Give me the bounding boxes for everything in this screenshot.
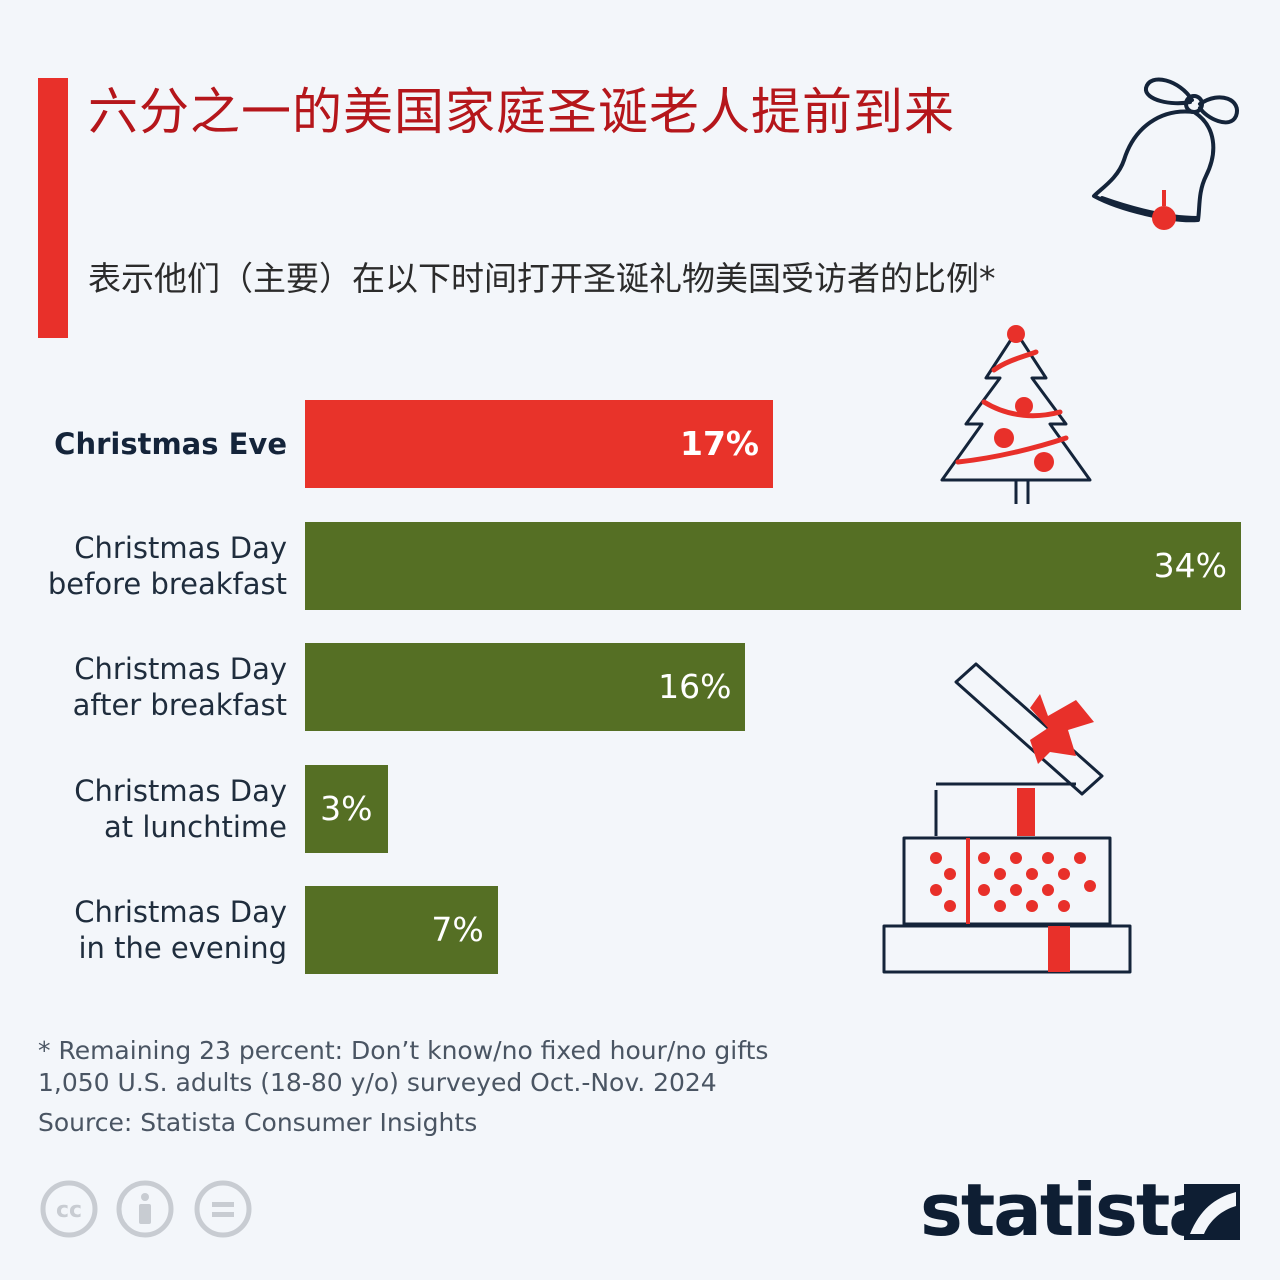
category-label: Christmas Day after breakfast [7,651,287,723]
category-label-line: before breakfast [47,566,287,601]
bar-value-label: 17% [680,424,759,463]
category-label-line: Christmas Day [74,773,287,808]
category-label: Christmas Day before breakfast [7,530,287,602]
bar [305,521,1241,610]
chart-subtitle: 表示他们（主要）在以下时间打开圣诞礼物美国受访者的比例* [88,259,996,298]
nd-icon[interactable] [194,1180,252,1238]
cc-icon[interactable]: cc [40,1180,98,1238]
category-label: Christmas Eve [7,426,287,462]
bar [305,643,746,731]
category-label-line: at lunchtime [103,809,287,844]
chart-title: 六分之一的美国家庭圣诞老人提前到来 [88,83,955,141]
category-label-line: Christmas Day [74,530,287,565]
category-label-line: after breakfast [72,688,287,722]
bar-value-label: 34% [1153,545,1227,585]
category-label: Christmas Day at lunchtime [7,773,287,845]
svg-text:cc: cc [56,1198,82,1223]
footnote-sample: 1,050 U.S. adults (18-80 y/o) surveyed O… [38,1068,717,1097]
accent-bar [38,78,68,338]
footnote-remaining: * Remaining 23 percent: Don’t know/no fi… [38,1036,769,1065]
category-label: Christmas Day in the evening [7,894,287,966]
footnote-source: Source: Statista Consumer Insights [38,1108,478,1137]
category-label-line: Christmas Eve [54,427,287,461]
bar-value-label: 16% [658,667,732,706]
statista-logo-mark [1184,1184,1240,1240]
statista-logo: statista [920,1168,1217,1252]
category-label-line: in the evening [78,931,287,965]
bar [305,886,498,974]
bar [305,764,388,853]
category-label-line: Christmas Day [74,652,287,686]
category-label-line: Christmas Day [74,895,287,929]
bar-value-label: 3% [320,788,373,828]
bar-value-label: 7% [431,910,484,949]
bell-icon [1092,77,1239,230]
christmas-tree-icon [940,325,1092,504]
gift-box-icon [882,662,1132,974]
by-icon[interactable] [116,1180,174,1238]
bar [305,400,773,488]
